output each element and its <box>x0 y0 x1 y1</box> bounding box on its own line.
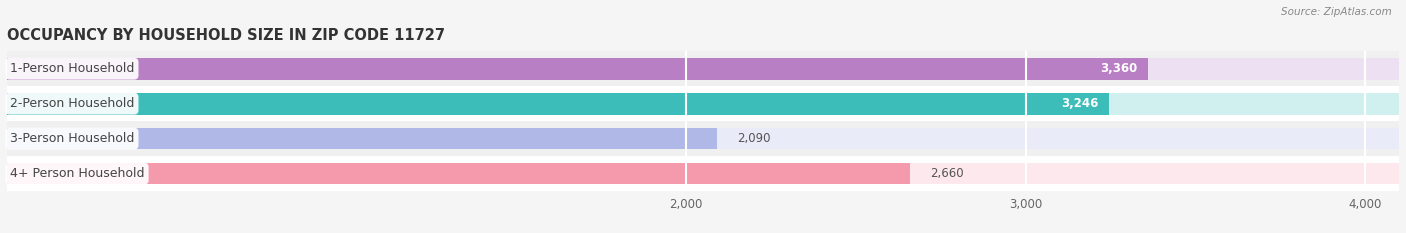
Bar <box>7 86 1399 121</box>
Bar <box>7 58 1147 80</box>
Text: 4+ Person Household: 4+ Person Household <box>10 167 145 180</box>
Text: 2,090: 2,090 <box>737 132 770 145</box>
Text: 3,246: 3,246 <box>1062 97 1099 110</box>
Bar <box>7 128 1399 150</box>
Bar <box>7 51 1399 86</box>
Text: OCCUPANCY BY HOUSEHOLD SIZE IN ZIP CODE 11727: OCCUPANCY BY HOUSEHOLD SIZE IN ZIP CODE … <box>7 28 446 43</box>
Text: Source: ZipAtlas.com: Source: ZipAtlas.com <box>1281 7 1392 17</box>
Text: 3-Person Household: 3-Person Household <box>10 132 134 145</box>
Text: 2,660: 2,660 <box>931 167 965 180</box>
Bar <box>7 128 717 150</box>
Text: 1-Person Household: 1-Person Household <box>10 62 134 75</box>
Bar <box>7 163 910 185</box>
Bar <box>7 93 1109 115</box>
Bar <box>7 93 1399 115</box>
Bar <box>7 156 1399 191</box>
Text: 3,360: 3,360 <box>1101 62 1137 75</box>
Bar <box>7 163 1399 185</box>
Text: 2-Person Household: 2-Person Household <box>10 97 134 110</box>
Bar <box>7 121 1399 156</box>
Bar <box>7 58 1399 80</box>
